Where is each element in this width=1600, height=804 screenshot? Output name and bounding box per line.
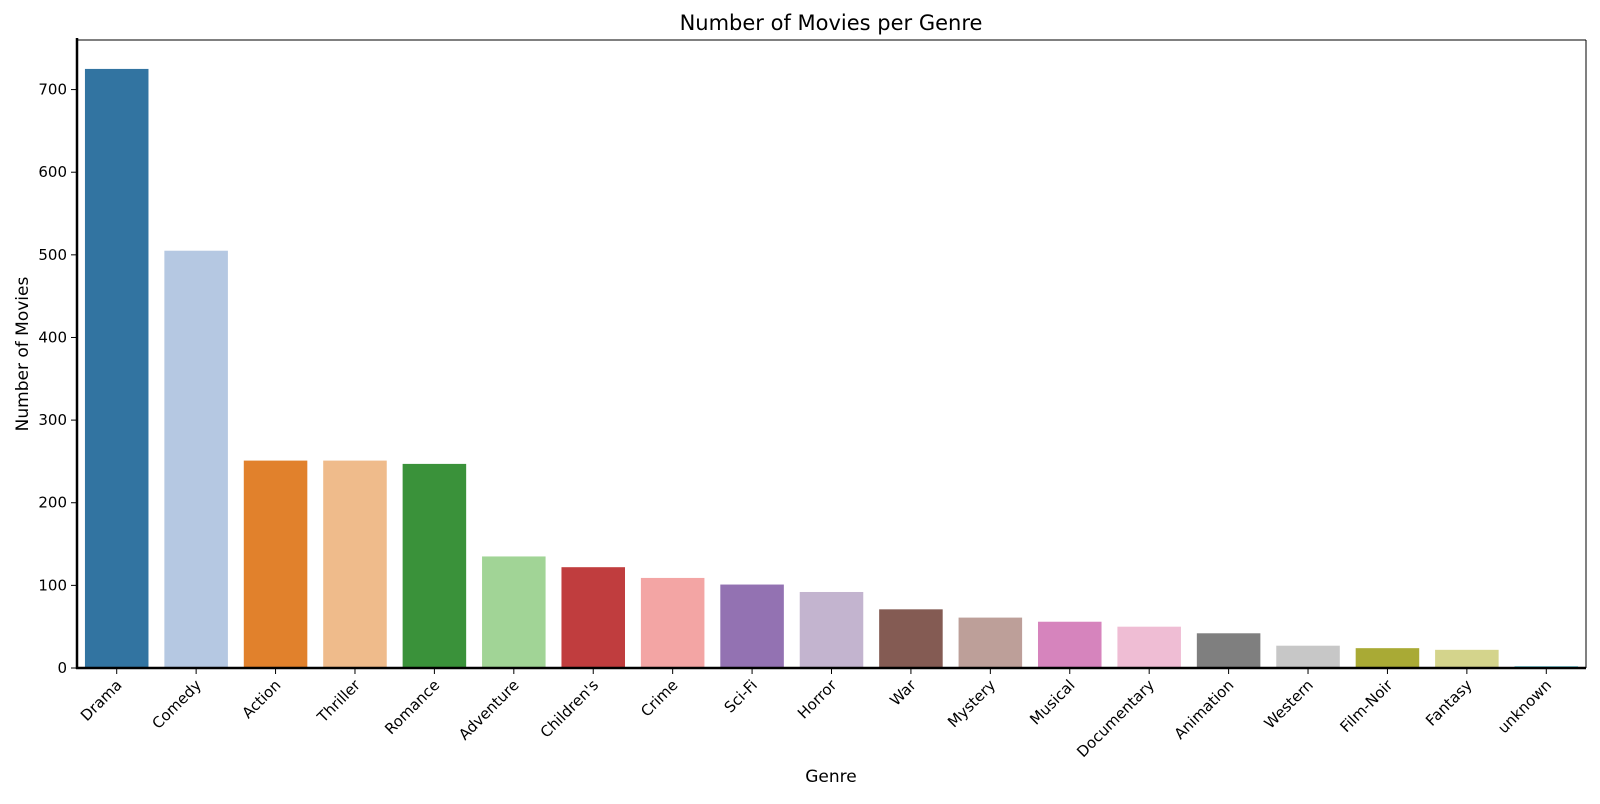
y-axis-label: Number of Movies <box>13 277 33 432</box>
bar-film-noir <box>1355 648 1420 668</box>
x-tick-label: Romance <box>381 676 443 738</box>
x-tick-label: Comedy <box>148 676 205 733</box>
bar-western <box>1276 645 1340 668</box>
x-tick-label: Mystery <box>944 676 999 731</box>
bar-romance <box>402 463 467 668</box>
bar-horror <box>799 591 864 668</box>
x-tick-label: Documentary <box>1073 676 1158 761</box>
y-tick-label: 100 <box>38 576 67 594</box>
bar-drama <box>84 68 149 669</box>
x-tick-label: Western <box>1261 676 1317 732</box>
bar-mystery <box>958 617 1023 668</box>
x-axis-label: Genre <box>805 767 856 787</box>
x-tick-label: Film-Noir <box>1336 676 1396 736</box>
x-tick-label: Thriller <box>313 676 364 727</box>
x-tick-label: Animation <box>1171 676 1238 743</box>
x-tick-label: Children's <box>537 676 602 741</box>
bar-sci-fi <box>720 584 784 668</box>
bars-group <box>84 68 1579 669</box>
y-tick-label: 700 <box>38 81 67 99</box>
bar-thriller <box>323 460 387 668</box>
bar-fantasy <box>1435 649 1499 668</box>
bar-documentary <box>1117 626 1181 668</box>
y-tick-label: 500 <box>38 246 67 264</box>
x-tick-label: unknown <box>1494 676 1555 737</box>
bar-children-s <box>561 567 626 668</box>
bar-comedy <box>164 250 228 669</box>
y-tick-label: 300 <box>38 411 67 429</box>
x-tick-label: Sci-Fi <box>721 676 761 716</box>
x-tick-label: Drama <box>77 676 126 725</box>
bar-animation <box>1196 633 1261 668</box>
bar-action <box>243 460 308 668</box>
y-tick-label: 400 <box>38 328 67 346</box>
bar-war <box>879 609 943 668</box>
x-tick-label: Musical <box>1026 676 1078 728</box>
bar-adventure <box>482 556 546 668</box>
x-tick-label: War <box>886 676 920 710</box>
bar-crime <box>640 577 705 668</box>
y-tick-label: 200 <box>38 494 67 512</box>
chart-title: Number of Movies per Genre <box>680 11 983 35</box>
y-tick-label: 0 <box>57 659 67 677</box>
x-tick-label: Adventure <box>455 676 523 744</box>
x-tick-label: Horror <box>794 676 841 723</box>
x-tick-label: Crime <box>637 676 681 720</box>
y-tick-label: 600 <box>38 163 67 181</box>
y-axis-ticks: 0 100 200 300 400 500 600 700 <box>38 81 77 677</box>
x-axis-ticks: Drama Comedy Action Thriller Romance Adventur… <box>77 668 1555 761</box>
x-tick-label: Fantasy <box>1422 676 1476 730</box>
bar-musical <box>1037 621 1102 668</box>
x-tick-label: Action <box>238 676 284 722</box>
